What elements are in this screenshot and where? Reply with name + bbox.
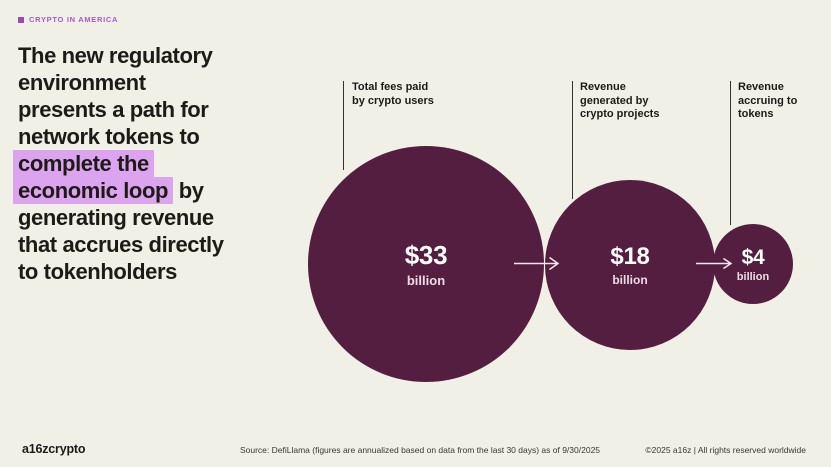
eyebrow: CRYPTO IN AMERICA [18, 15, 118, 24]
eyebrow-label: CRYPTO IN AMERICA [29, 15, 119, 24]
arrow-right-icon [696, 257, 733, 270]
circle-unit: billion [406, 273, 446, 288]
headline-line: environment [18, 70, 146, 95]
circle-unit: billion [736, 270, 770, 283]
stage-label-2: Revenue generated by crypto projects [580, 81, 660, 120]
leader-line-1 [343, 81, 344, 170]
circle-project-revenue: $18 billion [545, 180, 715, 350]
circle-total-fees: $33 billion [308, 146, 544, 382]
headline-line: that accrues directly [18, 232, 224, 257]
copyright-note: ©2025 a16z | All rights reserved worldwi… [645, 445, 806, 455]
headline-line: generating revenue [18, 205, 214, 230]
stage-label-1: Total fees paid by crypto users [352, 81, 434, 107]
source-note: Source: DefiLlama (figures are annualize… [239, 445, 601, 455]
circle-value: $18 [610, 243, 650, 270]
arrow-right-icon [514, 256, 560, 271]
headline: The new regulatory environment presents … [13, 42, 286, 285]
leader-line-2 [572, 81, 573, 199]
headline-line: The new regulatory [18, 43, 213, 68]
circle-unit: billion [612, 273, 648, 287]
eyebrow-square-icon [18, 16, 24, 23]
circle-value: $33 [404, 240, 448, 270]
headline-line: complete the [13, 150, 286, 177]
circle-value: $4 [741, 245, 765, 269]
headline-line: to tokenholders [18, 259, 178, 284]
leader-line-3 [730, 81, 731, 225]
headline-highlight: complete the [13, 150, 154, 177]
headline-highlight: economic loop [13, 177, 174, 204]
headline-line: network tokens to [18, 124, 200, 149]
headline-line: economic loop by [13, 177, 286, 204]
a16zcrypto-logo: a16zcrypto [22, 442, 86, 456]
stage-label-3: Revenue accruing to tokens [738, 81, 798, 120]
headline-line: presents a path for [18, 97, 209, 122]
